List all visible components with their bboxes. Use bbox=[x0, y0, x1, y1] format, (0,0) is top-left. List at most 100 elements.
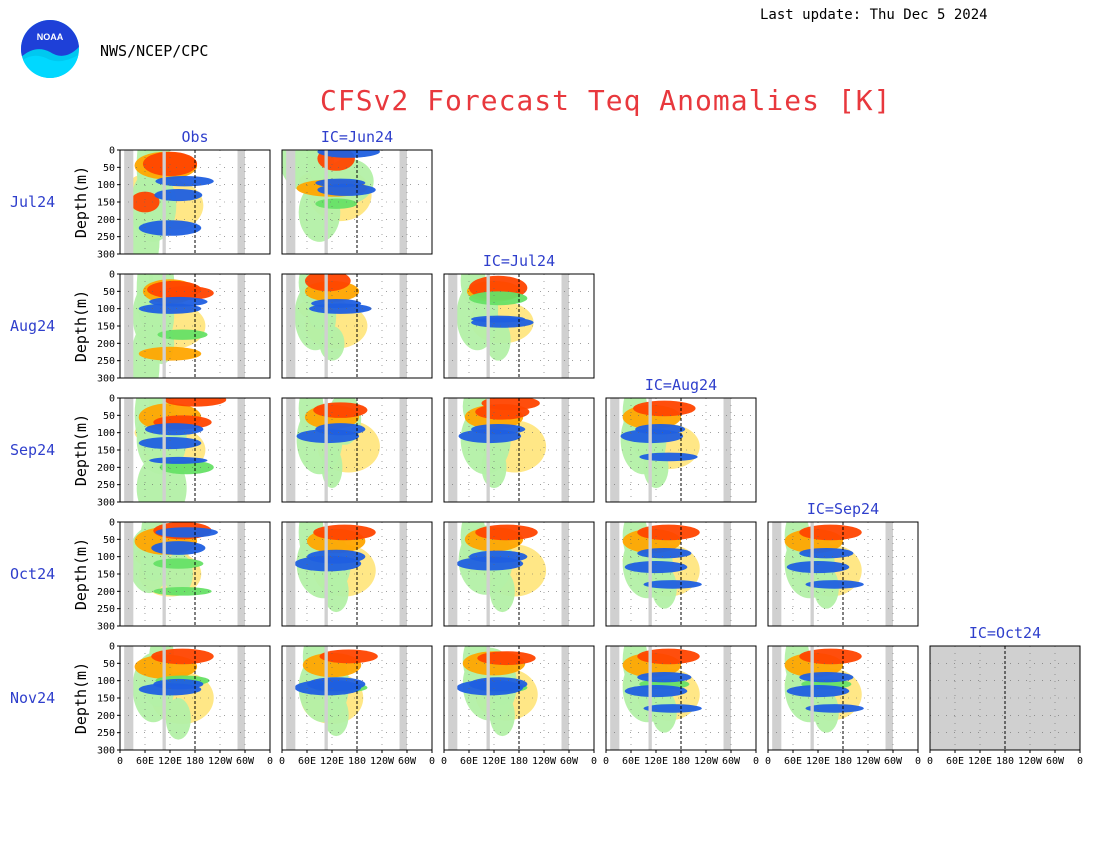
row-label: Jul24 bbox=[10, 193, 55, 211]
panel-field bbox=[282, 274, 432, 378]
x-tick-label: 180 bbox=[186, 756, 204, 767]
y-tick-label: 250 bbox=[97, 480, 115, 491]
panel-field bbox=[282, 398, 432, 502]
anomaly-contour bbox=[799, 648, 862, 665]
anomaly-contour bbox=[643, 704, 702, 713]
anomaly-contour bbox=[637, 548, 692, 559]
heatmap-panel: 0 50 100 150 200 250 300 Depth(m) Aug24 bbox=[10, 270, 271, 385]
panel-field bbox=[282, 150, 432, 254]
panel-frame bbox=[281, 149, 433, 255]
panel-frame bbox=[605, 521, 757, 627]
anomaly-contour bbox=[313, 524, 376, 541]
anomaly-contour bbox=[786, 685, 850, 698]
anomaly-contour bbox=[469, 677, 528, 692]
land-mask bbox=[162, 646, 166, 750]
x-tick-label: 120E bbox=[320, 756, 344, 767]
panel-field bbox=[606, 646, 756, 750]
x-tick-label: 120W bbox=[1018, 756, 1043, 767]
land-mask bbox=[561, 274, 569, 378]
land-mask bbox=[723, 398, 731, 502]
y-axis-label: Depth(m) bbox=[72, 538, 90, 610]
y-tick-label: 0 bbox=[109, 146, 115, 157]
heatmap-panel: 0 60E 120E 180 120W 60W 0 IC=Oct24 bbox=[927, 624, 1083, 767]
land-mask bbox=[399, 150, 407, 254]
panel-frame bbox=[767, 521, 919, 627]
x-tick-label: 0 bbox=[429, 756, 435, 767]
noaa-logo-icon: NOAA bbox=[21, 20, 79, 78]
land-mask bbox=[237, 150, 245, 254]
x-tick-label: 180 bbox=[996, 756, 1014, 767]
x-tick-label: 120W bbox=[370, 756, 395, 767]
x-tick-label: 60E bbox=[784, 756, 802, 767]
panel-field bbox=[768, 522, 918, 626]
heatmap-panel: 0 50 100 150 200 250 300 Depth(m) Jul24 Obs bbox=[10, 128, 271, 261]
x-tick-label: 120E bbox=[644, 756, 668, 767]
land-mask bbox=[324, 522, 328, 626]
y-tick-label: 150 bbox=[97, 570, 115, 581]
column-title: IC=Aug24 bbox=[645, 376, 717, 394]
y-axis-label: Depth(m) bbox=[72, 414, 90, 486]
y-tick-label: 0 bbox=[109, 518, 115, 529]
panel-frame bbox=[605, 397, 757, 503]
land-mask bbox=[810, 522, 814, 626]
y-tick-label: 200 bbox=[97, 463, 115, 474]
x-tick-label: 0 bbox=[591, 756, 597, 767]
heatmap-panel: IC=Jul24 bbox=[443, 252, 595, 379]
x-tick-label: 0 bbox=[765, 756, 771, 767]
x-tick-label: 0 bbox=[915, 756, 921, 767]
heatmap-panel: IC=Aug24 bbox=[605, 376, 757, 503]
heatmap-panel bbox=[281, 273, 433, 379]
anomaly-contour bbox=[469, 550, 528, 563]
column-title: IC=Sep24 bbox=[807, 500, 879, 518]
heatmap-panel: IC=Jun24 bbox=[281, 128, 433, 255]
anomaly-contour bbox=[307, 677, 366, 692]
y-tick-label: 200 bbox=[97, 711, 115, 722]
anomaly-contour bbox=[799, 548, 854, 559]
anomaly-contour bbox=[317, 150, 380, 158]
land-mask bbox=[399, 522, 407, 626]
x-tick-label: 60W bbox=[884, 756, 903, 767]
y-tick-label: 0 bbox=[109, 270, 115, 281]
anomaly-contour bbox=[315, 198, 357, 209]
anomaly-contour bbox=[489, 694, 515, 737]
panel-field bbox=[120, 398, 270, 502]
y-tick-label: 50 bbox=[103, 535, 115, 546]
x-tick-label: 120W bbox=[694, 756, 719, 767]
land-mask bbox=[486, 646, 490, 750]
heatmap-panel: 0 50 100 150 200 250 300 Depth(m) Nov24 0 60E 120E 1… bbox=[10, 642, 273, 768]
row-label: Sep24 bbox=[10, 441, 55, 459]
panel-frame bbox=[443, 273, 595, 379]
land-mask bbox=[324, 646, 328, 750]
panel-field bbox=[930, 646, 1080, 750]
x-tick-label: 120E bbox=[806, 756, 830, 767]
x-tick-label: 120W bbox=[856, 756, 881, 767]
anomaly-contour bbox=[489, 570, 515, 613]
agency-label: NWS/NCEP/CPC bbox=[100, 42, 209, 60]
panel-field bbox=[444, 398, 594, 502]
anomaly-contour bbox=[163, 398, 227, 407]
anomaly-contour bbox=[155, 527, 218, 538]
anomaly-contour bbox=[147, 280, 202, 299]
heatmap-panel: IC=Sep24 bbox=[767, 500, 919, 627]
y-tick-label: 300 bbox=[97, 250, 115, 261]
heatmap-panel: 0 50 100 150 200 250 300 Depth(m) Oct24 bbox=[10, 518, 271, 633]
anomaly-contour bbox=[471, 424, 526, 435]
y-tick-label: 200 bbox=[97, 215, 115, 226]
panel-field bbox=[606, 398, 756, 502]
y-tick-label: 250 bbox=[97, 232, 115, 243]
anomaly-contour bbox=[138, 437, 202, 450]
column-title: IC=Oct24 bbox=[969, 624, 1041, 642]
y-tick-label: 100 bbox=[97, 304, 115, 315]
anomaly-contour bbox=[145, 423, 204, 436]
heatmap-panel bbox=[281, 397, 433, 503]
x-tick-label: 60W bbox=[398, 756, 417, 767]
land-mask bbox=[237, 274, 245, 378]
x-tick-label: 60E bbox=[622, 756, 640, 767]
anomaly-contour bbox=[471, 315, 526, 323]
anomaly-contour bbox=[138, 346, 202, 361]
y-tick-label: 150 bbox=[97, 198, 115, 209]
column-title: Obs bbox=[181, 128, 208, 146]
anomaly-contour bbox=[323, 694, 349, 737]
x-tick-label: 0 bbox=[603, 756, 609, 767]
